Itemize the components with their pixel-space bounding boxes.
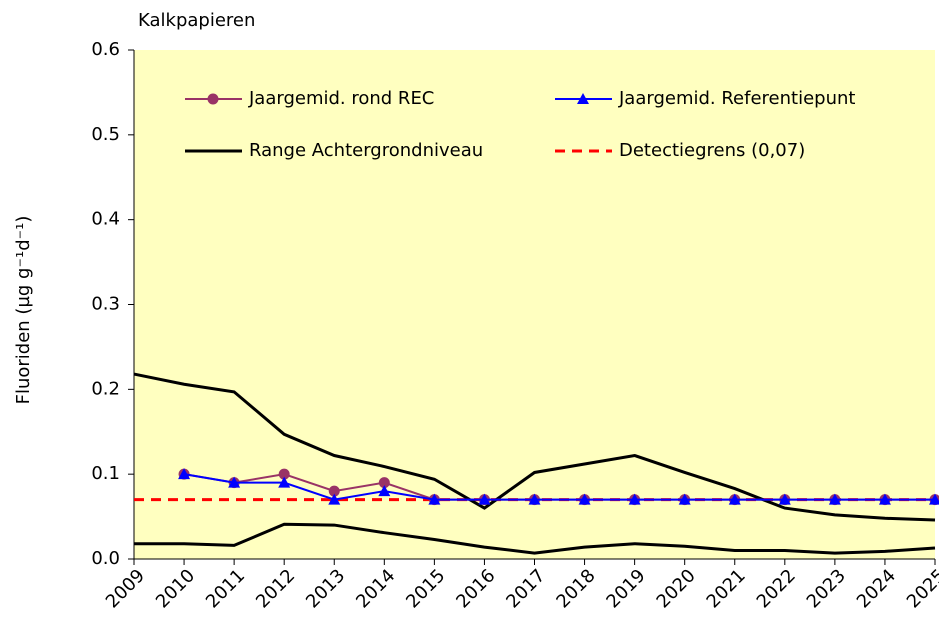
series-line [134,522,936,555]
legend-label: Detectiegrens (0,07) [619,140,805,161]
series-line [133,372,936,522]
x-tick-label: 2015 [402,565,449,612]
marker [278,468,290,480]
marker [828,493,841,505]
marker [328,493,341,505]
marker [328,485,340,497]
x-tick-label: 2018 [552,565,599,612]
marker [378,477,390,489]
x-tick-label: 2011 [202,565,249,612]
marker [678,493,691,505]
y-tick-label: 0.5 [91,124,120,145]
x-tick-label: 2022 [753,565,800,612]
y-tick-label: 0.1 [91,463,120,484]
x-tick-label: 2009 [102,565,149,612]
legend-marker [577,93,589,104]
legend-label: Jaargemid. rond REC [248,88,434,109]
y-tick-label: 0.3 [91,294,120,315]
legend-label: Jaargemid. Referentiepunt [618,88,855,109]
x-tick-label: 2016 [452,565,499,612]
x-tick-label: 2024 [853,565,900,612]
marker [428,493,441,505]
marker [778,493,791,505]
x-tick-label: 2020 [653,565,700,612]
y-tick-label: 0.2 [91,378,120,399]
chart-title: Kalkpapieren [138,10,255,31]
legend-marker [207,93,219,105]
x-tick-label: 2025 [903,565,939,612]
x-tick-label: 2010 [152,565,199,612]
marker [878,493,891,505]
marker [528,493,541,505]
marker [178,468,191,480]
marker [728,493,741,505]
x-tick-label: 2023 [803,565,850,612]
marker [378,485,391,497]
x-tick-label: 2017 [502,565,549,612]
series-line [183,473,935,501]
marker [478,493,491,505]
y-tick-label: 0.4 [91,209,120,230]
y-axis-label: Fluoriden (µg g⁻¹d⁻¹) [13,216,34,405]
x-tick-label: 2012 [252,565,299,612]
y-tick-label: 0.6 [91,39,120,60]
y-tick-label: 0.0 [91,548,120,569]
x-tick-label: 2019 [602,565,649,612]
marker [278,476,291,488]
marker [929,493,939,505]
x-tick-label: 2013 [302,565,349,612]
x-tick-label: 2021 [703,565,750,612]
x-tick-label: 2014 [352,565,399,612]
marker [578,493,591,505]
marker [228,476,241,488]
marker [628,493,641,505]
legend-label: Range Achtergrondniveau [249,140,483,161]
